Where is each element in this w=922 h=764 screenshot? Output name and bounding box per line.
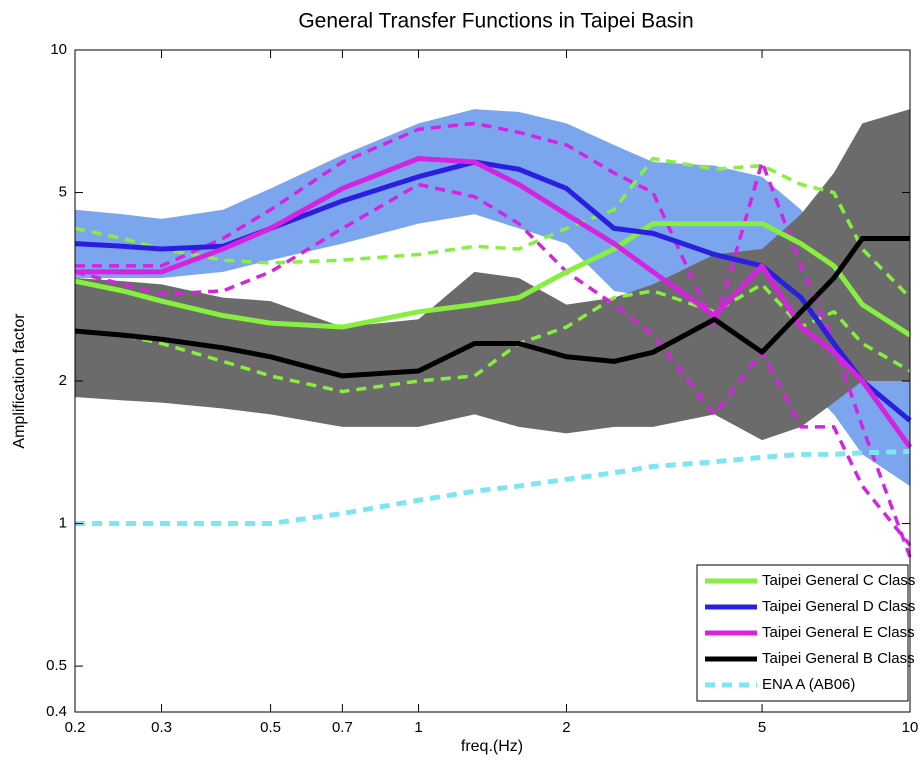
- x-tick-label: 0.7: [332, 719, 353, 736]
- y-tick-label: 0.5: [46, 657, 67, 674]
- legend-label: Taipei General E Class: [762, 624, 915, 641]
- series-line: [75, 121, 912, 558]
- chart-title: General Transfer Functions in Taipei Bas…: [298, 10, 693, 33]
- series-line: [75, 156, 913, 449]
- y-tick-label: 1: [59, 515, 67, 532]
- series-line: [74, 156, 912, 299]
- x-tick-label: 0.3: [151, 719, 172, 736]
- x-axis-label: freq.(Hz): [461, 738, 523, 755]
- legend-label: ENA A (AB06): [762, 676, 855, 693]
- series-line: [74, 282, 911, 394]
- series-line: [75, 448, 911, 527]
- x-tick-label: 1: [414, 719, 422, 736]
- y-tick-label: 0.4: [46, 703, 67, 720]
- series-line: [74, 221, 912, 338]
- y-axis-label: Amplification factor: [11, 313, 28, 449]
- x-tick-label: 2: [562, 719, 570, 736]
- x-tick-label: 0.2: [65, 719, 86, 736]
- y-tick-label: 5: [59, 184, 67, 201]
- x-tick-label: 5: [758, 719, 766, 736]
- band: [75, 109, 910, 487]
- legend-label: Taipei General B Class: [762, 650, 915, 667]
- y-tick-label: 2: [59, 372, 67, 389]
- x-tick-label: 0.5: [260, 719, 281, 736]
- legend-label: Taipei General D Class: [762, 598, 915, 615]
- legend-label: Taipei General C Class: [762, 572, 915, 589]
- y-tick-label: 10: [50, 41, 67, 58]
- series-line: [74, 235, 910, 379]
- x-tick-label: 10: [902, 719, 919, 736]
- band: [75, 109, 910, 441]
- series-line: [74, 182, 912, 547]
